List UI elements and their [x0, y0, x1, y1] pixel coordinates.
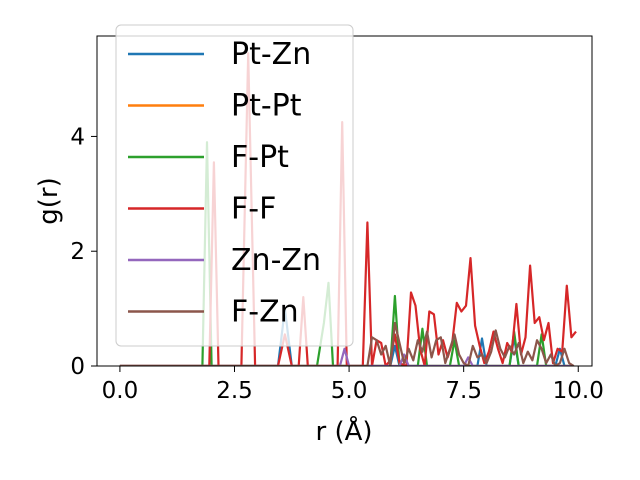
- x-tick-label: 7.5: [445, 378, 482, 404]
- y-axis: 0 2 4: [70, 124, 97, 380]
- legend-label-zn-zn: Zn-Zn: [231, 243, 321, 278]
- x-axis: 0.0 2.5 5.0 7.5 10.0: [102, 366, 604, 404]
- legend-label-pt-zn: Pt-Zn: [231, 37, 311, 72]
- x-tick-label: 2.5: [216, 378, 253, 404]
- legend-label-f-f: F-F: [231, 192, 276, 227]
- legend: Pt-Zn Pt-Pt F-Pt F-F Zn-Zn F-Zn: [115, 24, 354, 347]
- legend-label-pt-pt: Pt-Pt: [231, 89, 302, 124]
- series-layer: [119, 52, 577, 366]
- y-tick-label: 0: [70, 354, 85, 380]
- y-axis-label: g(r): [34, 177, 64, 224]
- x-tick-label: 0.0: [102, 378, 139, 404]
- legend-label-f-zn: F-Zn: [231, 295, 299, 330]
- x-axis-label: r (Å): [315, 415, 372, 447]
- legend-label-f-pt: F-Pt: [231, 140, 289, 175]
- series-line-f-zn: [119, 321, 575, 366]
- y-tick-label: 4: [70, 124, 85, 150]
- series-line-pt-zn: [119, 307, 574, 366]
- x-tick-label: 10.0: [553, 378, 604, 404]
- y-tick-label: 2: [70, 239, 85, 265]
- x-tick-label: 5.0: [331, 378, 368, 404]
